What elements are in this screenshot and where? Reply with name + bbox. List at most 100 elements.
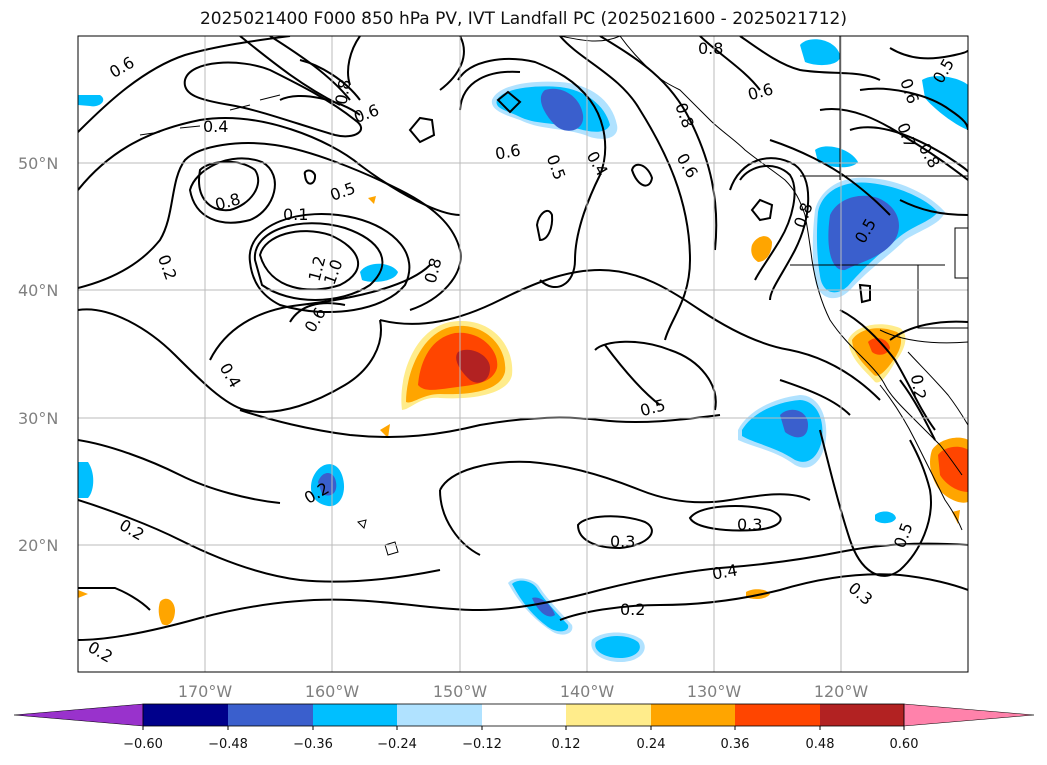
contour-line <box>688 505 782 532</box>
lat-label-20n: 20°N <box>18 536 58 555</box>
contour-line <box>599 36 718 251</box>
positive-anomaly-region <box>158 598 175 626</box>
contour-line <box>303 169 317 185</box>
contour-line <box>269 36 351 101</box>
negative-anomaly-region <box>828 195 899 271</box>
pv-contours <box>78 36 968 641</box>
colorbar-tick-label: 0.36 <box>721 737 750 752</box>
negative-anomaly-region <box>875 511 896 524</box>
contour-line <box>439 489 481 556</box>
negative-anomaly-region <box>540 88 584 131</box>
lat-label-40n: 40°N <box>18 281 58 300</box>
positive-anomaly-region <box>938 446 968 492</box>
colorbar-tick-label: −0.12 <box>462 737 502 752</box>
contour-line <box>78 36 291 133</box>
colorbar-tick-label: −0.24 <box>377 737 417 752</box>
colorbar-tick-label: −0.60 <box>123 737 163 752</box>
negative-anomaly-region <box>78 462 94 498</box>
lon-label-170w: 170°W <box>178 682 233 701</box>
contour-line <box>457 58 607 289</box>
graticule <box>78 36 968 672</box>
map-border <box>77 35 969 673</box>
lon-label-120w: 120°W <box>814 682 869 701</box>
coastline-alaska <box>559 36 621 42</box>
contour-line <box>889 47 968 60</box>
contour-line <box>630 163 654 187</box>
contour-line <box>739 164 796 281</box>
contour-label: 0.4 <box>203 117 228 136</box>
contour-label: 0.4 <box>711 560 739 583</box>
contour-line <box>899 379 936 441</box>
coastline-baja <box>879 384 963 531</box>
positive-anomaly-region <box>751 236 772 262</box>
contour-line <box>198 160 260 212</box>
colorbar-tick-label: 0.60 <box>890 737 919 752</box>
contour-line <box>559 36 692 341</box>
shaded-regions <box>78 39 968 662</box>
colorbar-bin <box>143 704 228 726</box>
contour-line <box>594 340 717 411</box>
contour-line <box>239 409 721 438</box>
colorbar-bin <box>566 704 651 726</box>
colorbar-extend-high <box>903 703 1035 727</box>
contour-line <box>78 117 461 216</box>
coastlines <box>139 36 968 556</box>
contour-line <box>559 573 968 621</box>
positive-anomaly-region <box>456 349 490 383</box>
contour-line <box>439 36 465 91</box>
contour-line <box>78 542 968 641</box>
contour-line <box>750 198 774 222</box>
positive-anomaly-region <box>78 590 88 598</box>
contour-line <box>769 139 891 216</box>
colorbar-bin <box>397 704 482 726</box>
colorbar-tick-label: 0.48 <box>806 737 835 752</box>
contour-label: 0.1 <box>283 205 308 224</box>
contour-line <box>258 230 360 291</box>
coastline-north-america <box>619 36 963 476</box>
map-panel <box>78 36 968 672</box>
contour-line <box>496 90 522 114</box>
contour-line <box>535 209 554 242</box>
contour-line <box>248 213 411 314</box>
contour-line <box>78 308 382 413</box>
contour-line <box>739 36 881 81</box>
contour-line <box>839 309 936 431</box>
contour-line <box>78 587 151 611</box>
contour-line <box>889 320 968 341</box>
contour-line <box>576 515 653 550</box>
negative-anomaly-region <box>532 597 555 617</box>
colorbar-bin <box>820 704 904 726</box>
negative-anomaly-region <box>780 409 808 438</box>
negative-anomaly-region <box>800 39 841 66</box>
contour-line <box>779 379 851 416</box>
colorbar-bin <box>313 704 397 726</box>
lat-label-50n: 50°N <box>18 154 58 173</box>
positive-anomaly-region <box>868 338 890 355</box>
contour-line <box>188 157 276 224</box>
contour-line <box>289 302 346 323</box>
contour-line <box>239 36 341 106</box>
contour-line <box>408 116 436 144</box>
contour-line <box>849 126 968 173</box>
contour-line <box>347 36 361 86</box>
contour-label: 0.2 <box>907 373 930 401</box>
contour-label: 0.3 <box>610 532 635 551</box>
negative-anomaly-region <box>815 146 858 168</box>
contour-line <box>899 199 968 216</box>
positive-anomaly-region <box>380 424 390 438</box>
contour-line <box>78 499 441 583</box>
lon-label-130w: 130°W <box>687 682 742 701</box>
contour-line <box>78 439 281 504</box>
contour-line <box>859 87 968 131</box>
contour-label: 0.3 <box>737 515 762 534</box>
colorbar-tick-label: 0.12 <box>552 737 581 752</box>
lon-label-150w: 150°W <box>433 682 488 701</box>
border-us-mexico <box>879 329 968 344</box>
contour-line <box>858 283 871 304</box>
border-state <box>954 227 968 279</box>
colorbar-extend-low <box>13 703 144 727</box>
contour-label: 0.6 <box>494 140 522 163</box>
colorbar-frame <box>142 703 905 727</box>
colorbar-tick-label: −0.36 <box>293 737 333 752</box>
